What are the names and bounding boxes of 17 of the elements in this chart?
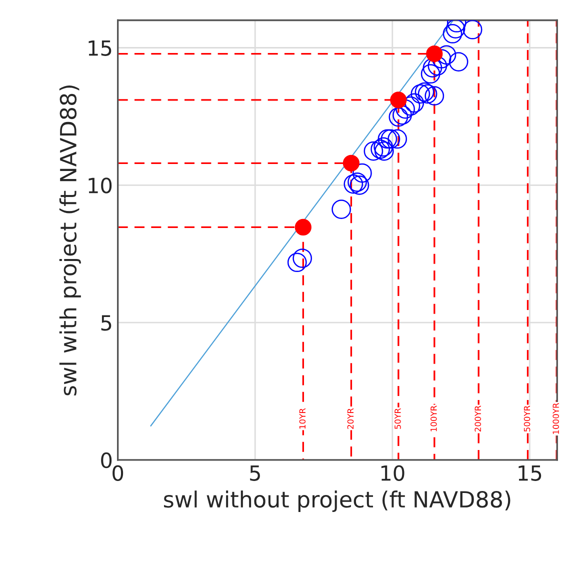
x-tick-label: 0 [112,465,124,481]
x-tick-label: 10 [381,465,404,481]
y-axis-title: swl with project (ft NAVD88) [59,86,81,396]
ref-line-label: 500YR [524,406,530,432]
annotation: 20YR [347,408,354,429]
annotation: 10YR [299,408,306,429]
annotation: 100YR [430,406,437,432]
x-axis-title: swl without project (ft NAVD88) [164,490,510,512]
x-tick-label: 15 [518,465,542,481]
annotation: 50YR [394,408,401,429]
x-tick-label: 5 [250,465,260,481]
y-tick-label: 15 [88,40,112,56]
y-tick-label: 0 [101,452,112,468]
ref-line-label: 200YR [474,406,482,432]
y-tick-label: 5 [101,315,112,331]
ref-line-label: 1000YR [552,402,559,434]
y-tick-label: 10 [88,178,112,194]
